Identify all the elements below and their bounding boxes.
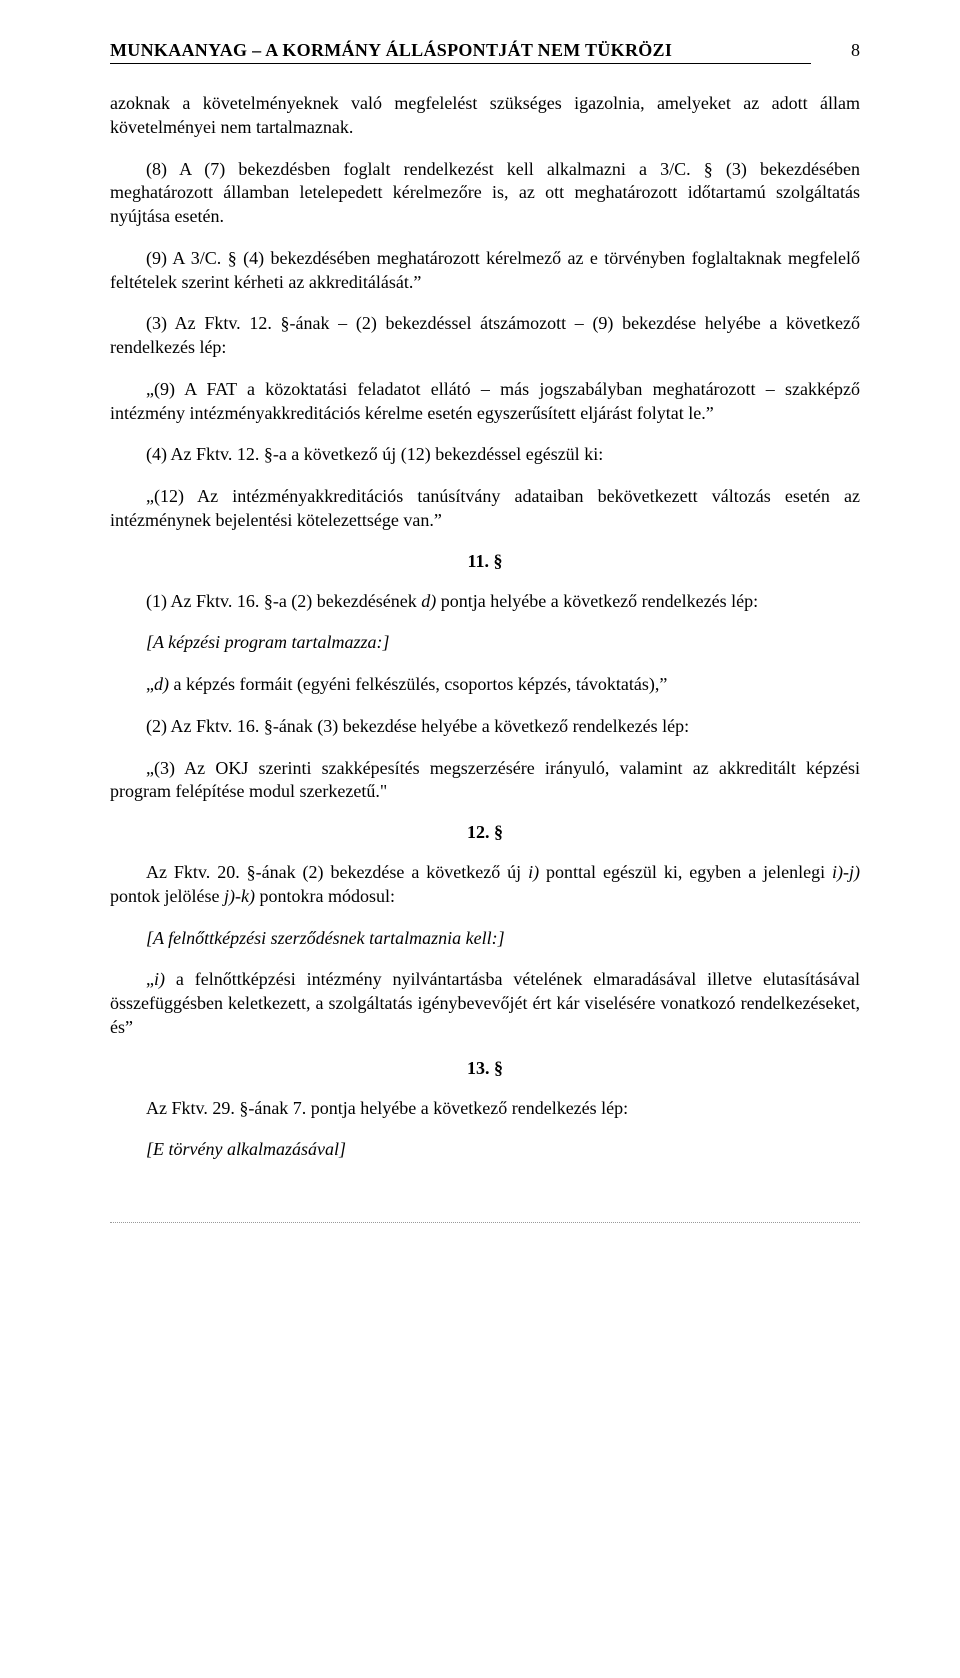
paragraph: (1) Az Fktv. 16. §-a (2) bekezdésének d)…	[110, 590, 860, 614]
text-run: a képzés formáit (egyéni felkészülés, cs…	[169, 674, 667, 694]
paragraph: (3) Az Fktv. 12. §-ának – (2) bekezdésse…	[110, 312, 860, 360]
text-italic: i)	[154, 969, 165, 989]
paragraph: (8) A (7) bekezdésben foglalt rendelkezé…	[110, 158, 860, 229]
paragraph-italic: [A képzési program tartalmazza:]	[110, 631, 860, 655]
text-run: pontja helyébe a következő rendelkezés l…	[436, 591, 758, 611]
text-run: pontokra módosul:	[255, 886, 395, 906]
paragraph: Az Fktv. 20. §-ának (2) bekezdése a köve…	[110, 861, 860, 909]
paragraph: „(3) Az OKJ szerinti szakképesítés megsz…	[110, 757, 860, 805]
page-number: 8	[851, 40, 860, 61]
text-run: „	[146, 969, 154, 989]
paragraph: (9) A 3/C. § (4) bekezdésében meghatároz…	[110, 247, 860, 295]
paragraph: Az Fktv. 29. §-ának 7. pontja helyébe a …	[110, 1097, 860, 1121]
page-header: MUNKAANYAG – A KORMÁNY ÁLLÁSPONTJÁT NEM …	[110, 40, 860, 64]
text-italic: i)-j)	[832, 862, 860, 882]
text-run: a felnőttképzési intézmény nyilvántartás…	[110, 969, 860, 1037]
text-italic: j)-k)	[224, 886, 255, 906]
text-run: pontok jelölése	[110, 886, 224, 906]
paragraph-italic: [E törvény alkalmazásával]	[110, 1138, 860, 1162]
document-page: MUNKAANYAG – A KORMÁNY ÁLLÁSPONTJÁT NEM …	[0, 0, 960, 1283]
paragraph: „i) a felnőttképzési intézmény nyilvánta…	[110, 968, 860, 1039]
text-run: (1) Az Fktv. 16. §-a (2) bekezdésének	[146, 591, 421, 611]
section-number-11: 11. §	[110, 551, 860, 572]
text-italic: i)	[528, 862, 539, 882]
text-run: Az Fktv. 20. §-ának (2) bekezdése a köve…	[146, 862, 528, 882]
section-number-12: 12. §	[110, 822, 860, 843]
text-run: ponttal egészül ki, egyben a jelenlegi	[539, 862, 832, 882]
paragraph: „d) a képzés formáit (egyéni felkészülés…	[110, 673, 860, 697]
text-run: „	[146, 674, 154, 694]
text-italic: d)	[154, 674, 169, 694]
footer-separator	[110, 1222, 860, 1223]
paragraph: (4) Az Fktv. 12. §-a a következő új (12)…	[110, 443, 860, 467]
header-title: MUNKAANYAG – A KORMÁNY ÁLLÁSPONTJÁT NEM …	[110, 40, 811, 64]
paragraph: „(12) Az intézményakkreditációs tanúsítv…	[110, 485, 860, 533]
paragraph-italic: [A felnőttképzési szerződésnek tartalmaz…	[110, 927, 860, 951]
section-number-13: 13. §	[110, 1058, 860, 1079]
paragraph: (2) Az Fktv. 16. §-ának (3) bekezdése he…	[110, 715, 860, 739]
paragraph: „(9) A FAT a közoktatási feladatot ellát…	[110, 378, 860, 426]
text-italic: d)	[421, 591, 436, 611]
paragraph: azoknak a követelményeknek való megfelel…	[110, 92, 860, 140]
